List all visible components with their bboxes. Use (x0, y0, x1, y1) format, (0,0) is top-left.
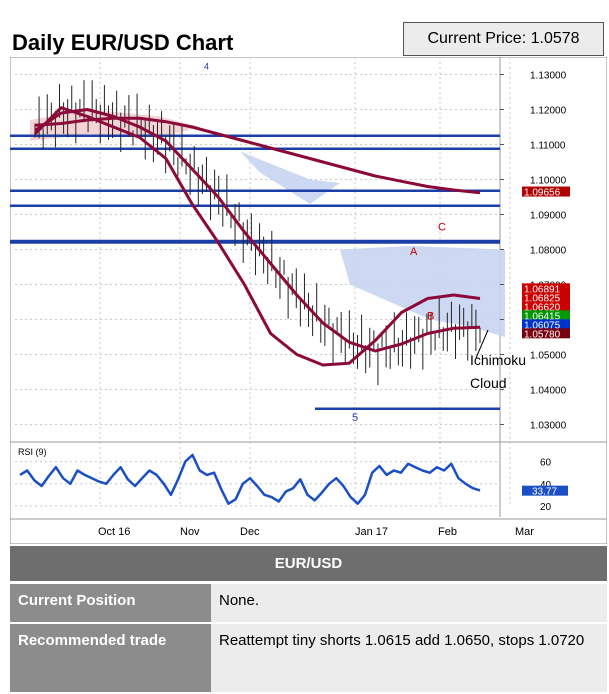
price-label-text: 1.06891 (524, 284, 561, 295)
rsi-current-box (522, 485, 568, 496)
rsi-label: RSI (9) (18, 447, 47, 457)
chart-annotations: 4 A C B 5 Ichimoku Cloud (204, 61, 526, 424)
date-tick-label: Jan 17 (355, 526, 388, 538)
date-axis: Oct 16 Nov Dec Jan 17 Feb Mar (98, 526, 534, 538)
moving-average-line (34, 116, 481, 195)
annotation-label: Cloud (470, 375, 507, 391)
annotation-label: C (438, 221, 446, 233)
price-label-box (522, 319, 570, 330)
price-chart: 1.13000 1.12000 1.11000 1.10000 1.09000 1.080… (10, 57, 607, 544)
price-label-text: 1.06825 (524, 293, 561, 304)
moving-averages (33, 106, 481, 367)
price-tick-label: 1.09000 (530, 211, 567, 222)
annotation-arrow (475, 329, 489, 359)
price-tick-label: 1.08000 (530, 246, 567, 257)
price-tick-label: 1.13000 (530, 71, 567, 82)
moving-average-line (34, 108, 481, 353)
price-tick-label: 1.04000 (530, 386, 567, 397)
current-price-box: Current Price: 1.0578 (403, 22, 604, 56)
rsi-tick-label: 60 (540, 458, 552, 469)
price-label-box (522, 328, 570, 339)
table-header: EUR/USD (10, 546, 607, 582)
price-tick-label: 1.11000 (530, 141, 566, 152)
date-tick-label: Dec (240, 526, 260, 538)
row-label: Current Position (10, 584, 211, 622)
price-label-box (522, 292, 570, 303)
row-value: None. (211, 584, 607, 622)
price-label-text: 1.09656 (524, 188, 561, 199)
annotation-label: Ichimoku (470, 352, 526, 368)
current-price-text: Current Price: 1.0578 (427, 30, 580, 47)
table-row: Recommended trade Reattempt tiny shorts … (10, 622, 607, 692)
date-tick-label: Feb (438, 526, 457, 538)
price-label-box (522, 283, 570, 294)
annotation-label: 4 (204, 61, 209, 71)
rsi-tick-label: 20 (540, 502, 552, 513)
rsi-panel: 60 40 20 RSI (9) 33.77 (10, 447, 607, 520)
date-tick-label: Mar (515, 526, 534, 538)
price-tick-label: 1.03000 (530, 421, 567, 432)
price-label-text: 1.06620 (524, 302, 561, 313)
price-labels: 1.09656 1.068911.068251.066201.064151.060… (522, 186, 570, 340)
price-tick-label: 1.05000 (530, 351, 567, 362)
price-label-box (522, 186, 570, 197)
price-label-text: 1.06075 (524, 320, 561, 331)
page-title: Daily EUR/USD Chart (12, 30, 234, 55)
price-label-text: 1.06415 (524, 311, 561, 322)
rsi-line (19, 453, 481, 505)
annotation-label: 5 (352, 412, 358, 424)
price-tick-label: 1.12000 (530, 106, 567, 117)
price-label-text: 1.05780 (524, 329, 561, 340)
rsi-tick-label: 40 (540, 480, 552, 491)
row-value: Reattempt tiny shorts 1.0615 add 1.0650,… (211, 624, 607, 692)
date-tick-label: Nov (180, 526, 200, 538)
price-label-box (522, 301, 570, 312)
price-label-box (522, 310, 570, 321)
row-label: Recommended trade (10, 624, 211, 692)
moving-average-line (33, 106, 481, 367)
annotation-label: B (427, 311, 434, 323)
price-tick-label: 1.10000 (530, 176, 567, 187)
annotation-label: A (410, 246, 418, 258)
horizontal-levels (10, 134, 500, 410)
table-row: Current Position None. (10, 582, 607, 622)
date-tick-label: Oct 16 (98, 526, 130, 538)
rsi-current-value: 33.77 (532, 487, 557, 498)
